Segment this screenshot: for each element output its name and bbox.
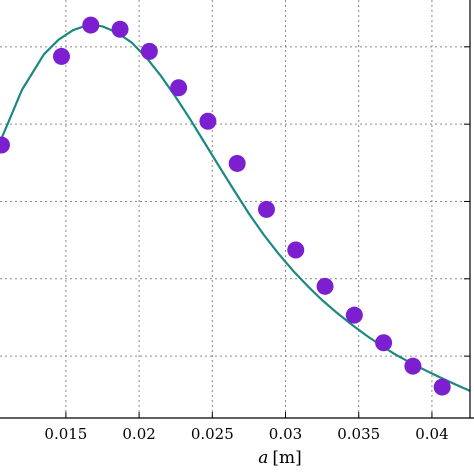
data-point (316, 277, 334, 295)
data-point (82, 16, 100, 34)
x-tick-label: 0.02 (122, 425, 155, 443)
x-axis-label-variable: a (258, 448, 268, 468)
x-tick-label: 0.03 (269, 425, 302, 443)
series-markers (0, 16, 451, 396)
data-point (345, 306, 363, 324)
gridlines (0, 0, 470, 418)
x-tick-label: 0.04 (415, 425, 448, 443)
data-point (433, 378, 451, 396)
axis-ticks (65, 46, 470, 418)
data-point (404, 357, 422, 375)
x-tick-label: 0.035 (337, 425, 380, 443)
x-tick-label: 0.025 (191, 425, 234, 443)
data-point (111, 20, 129, 38)
data-point (287, 241, 305, 259)
x-tick-label: 0.015 (44, 425, 87, 443)
data-point (375, 334, 393, 352)
data-point (257, 200, 275, 218)
data-point (199, 112, 217, 130)
x-axis-label: a [m] (258, 448, 302, 468)
x-tick-labels: 0.015 0.02 0.025 0.03 0.035 0.04 (44, 425, 448, 443)
x-axis-label-unit: [m] (272, 448, 301, 468)
data-point (140, 42, 158, 60)
data-point (170, 79, 188, 97)
data-point (228, 154, 246, 172)
data-point (0, 136, 10, 154)
data-point (52, 47, 70, 65)
